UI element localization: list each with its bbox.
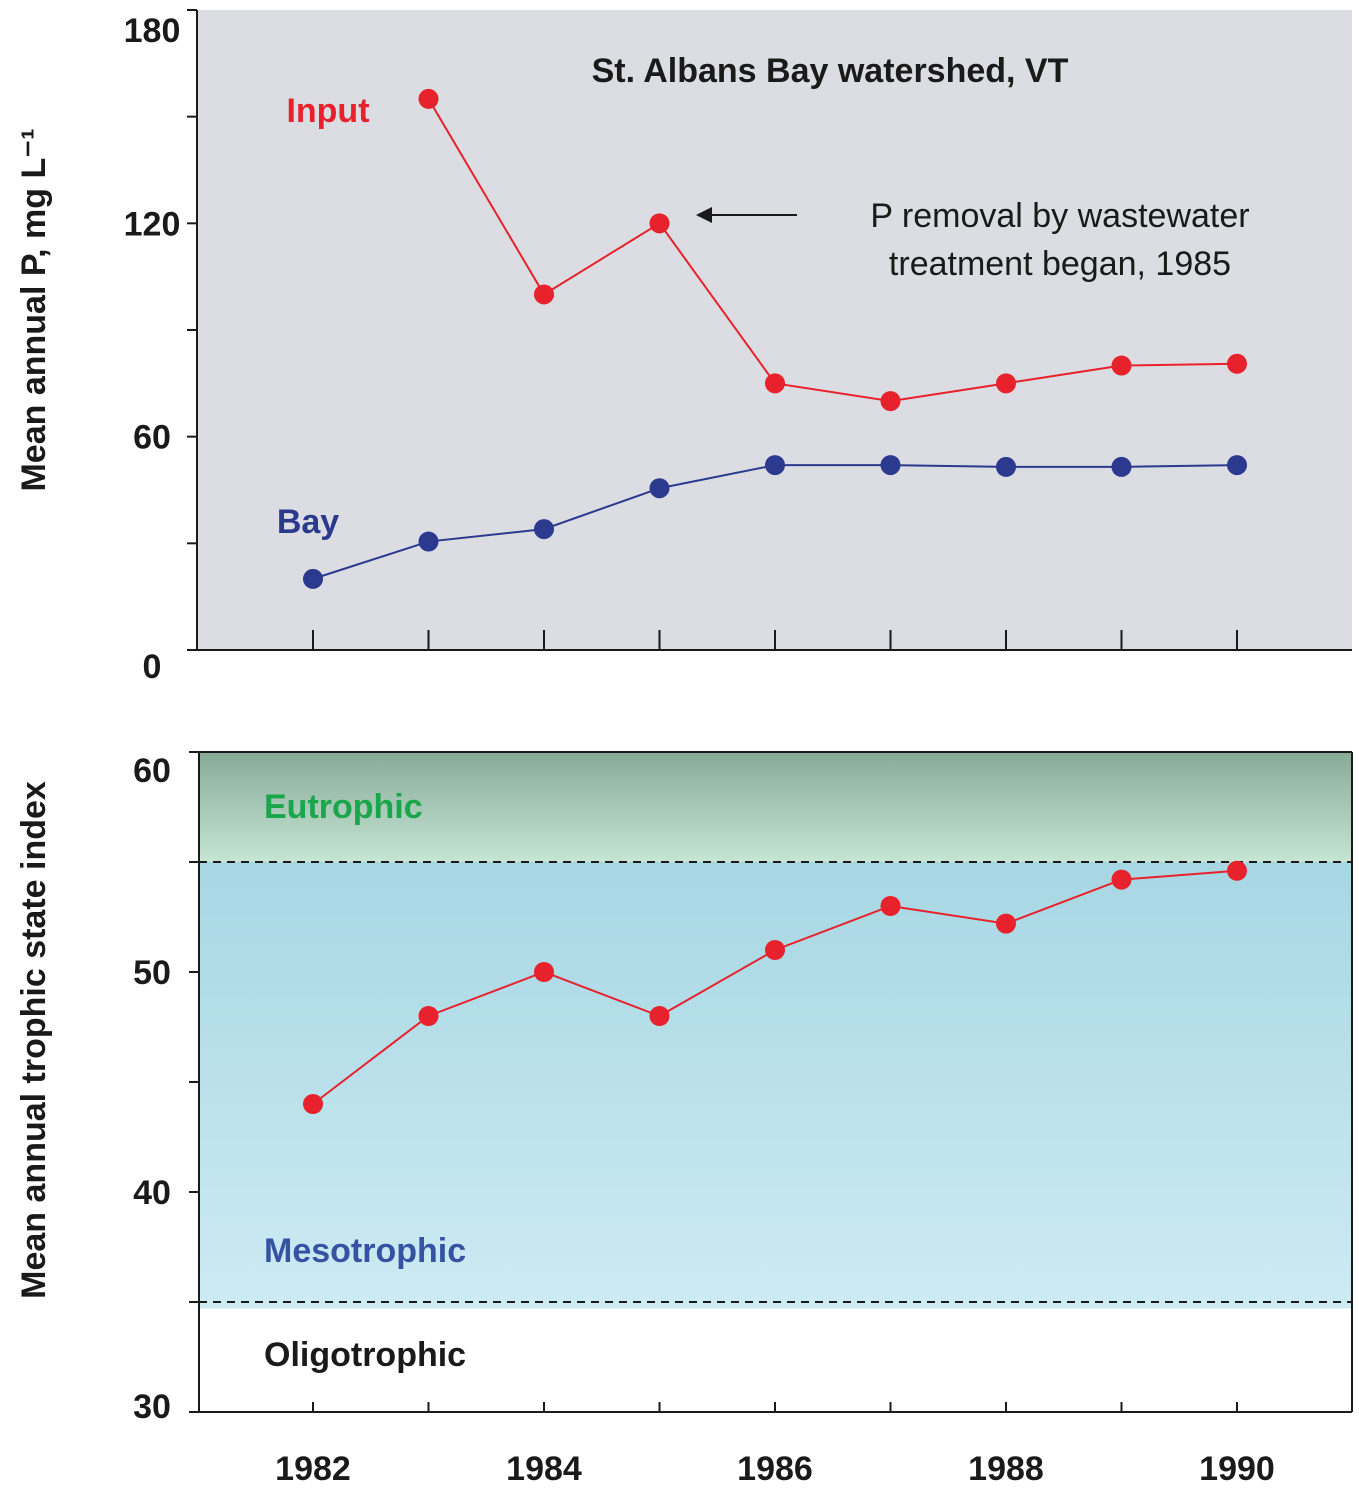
data-point-input [996, 373, 1016, 394]
data-point-input [649, 213, 670, 234]
bottom-ytick-label: 40 [133, 1174, 171, 1212]
annotation-line-2: treatment began, 1985 [889, 245, 1231, 283]
top-ytick-label: 0 [143, 648, 162, 686]
bottom-ytick-label: 60 [133, 752, 171, 790]
top-ytick-label: 120 [124, 205, 181, 243]
bottom-panel: 30 40 50 60 1982 1984 1986 1988 1990 Mean annua… [15, 751, 1353, 1488]
top-plot-background [197, 10, 1352, 650]
series-label-input: Input [286, 92, 369, 130]
top-ytick-label: 180 [124, 12, 181, 50]
data-point-input [534, 284, 554, 305]
bottom-xtick-label: 1988 [968, 1450, 1044, 1488]
zone-label-mesotrophic: Mesotrophic [264, 1232, 466, 1270]
top-panel: 0 60 120 180 St. Albans Bay watershed, VT M… [15, 9, 1352, 686]
data-point-trophic-index [649, 1006, 670, 1026]
top-y-axis-title: Mean annual P, mg L⁻¹ [15, 128, 53, 491]
bottom-ytick-label: 50 [133, 954, 171, 992]
data-point-input [1111, 355, 1132, 376]
data-point-trophic-index [1227, 860, 1247, 881]
data-point-trophic-index [996, 913, 1016, 934]
data-point-bay [996, 456, 1016, 477]
data-point-input [765, 373, 785, 394]
zone-mesotrophic-band [199, 862, 1352, 1309]
zone-label-eutrophic: Eutrophic [264, 788, 423, 826]
data-point-bay [880, 455, 901, 476]
annotation: P removal by wastewater treatment began,… [696, 197, 1250, 283]
data-point-trophic-index [534, 962, 554, 982]
data-point-bay [418, 531, 439, 552]
data-point-bay [649, 478, 670, 499]
data-point-bay [1111, 456, 1132, 477]
bottom-xtick-label: 1984 [506, 1450, 582, 1488]
data-point-trophic-index [880, 896, 901, 916]
data-point-input [418, 88, 439, 109]
data-point-bay [1227, 455, 1247, 476]
series-label-bay: Bay [277, 503, 339, 541]
data-point-trophic-index [765, 940, 785, 960]
annotation-arrowhead [696, 207, 712, 223]
bottom-xtick-label: 1982 [275, 1450, 351, 1488]
annotation-line-1: P removal by wastewater [870, 197, 1249, 235]
data-point-bay [303, 568, 323, 589]
data-point-input [1227, 353, 1247, 374]
data-point-input [880, 391, 901, 412]
zone-oligotrophic-band [199, 1308, 1352, 1412]
data-point-trophic-index [303, 1094, 323, 1114]
bottom-ytick-label: 30 [133, 1388, 171, 1426]
bottom-y-axis-title: Mean annual trophic state index [15, 781, 53, 1299]
zone-eutrophic-band [199, 752, 1352, 862]
data-point-trophic-index [1111, 869, 1132, 890]
series-line-input [427, 98, 1238, 403]
data-point-bay [534, 519, 554, 540]
bottom-xtick-label: 1986 [737, 1450, 813, 1488]
top-title: St. Albans Bay watershed, VT [592, 52, 1069, 90]
data-point-trophic-index [418, 1006, 439, 1026]
bottom-xtick-label: 1990 [1199, 1450, 1275, 1488]
data-point-bay [765, 455, 785, 476]
zone-label-oligotrophic: Oligotrophic [264, 1336, 466, 1374]
top-ytick-label: 60 [133, 419, 171, 457]
